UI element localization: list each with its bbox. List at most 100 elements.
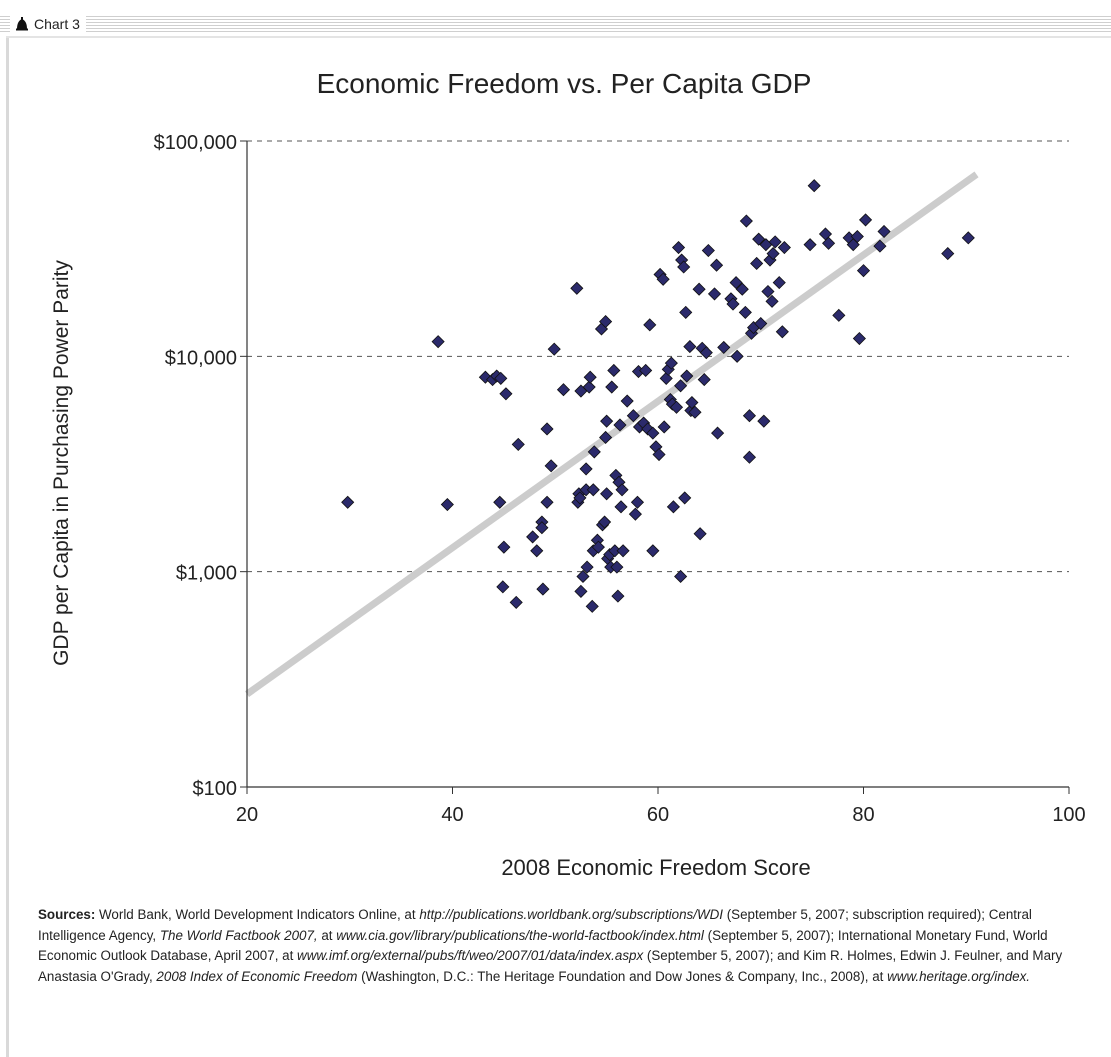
sources-text-3: at bbox=[317, 927, 337, 943]
data-point bbox=[693, 527, 707, 541]
sources-title-2: 2008 Index of Economic Freedom bbox=[156, 968, 358, 984]
data-point bbox=[610, 560, 624, 574]
data-point bbox=[707, 287, 722, 301]
data-point bbox=[626, 409, 640, 423]
data-point bbox=[679, 305, 693, 319]
data-point bbox=[573, 491, 587, 505]
chart-header-bar: Chart 3 bbox=[0, 8, 1111, 38]
frame-left-border bbox=[6, 38, 9, 1057]
data-point bbox=[941, 247, 955, 261]
data-point bbox=[576, 569, 590, 584]
frame-top-border bbox=[6, 36, 1111, 38]
data-point bbox=[530, 544, 544, 558]
scatter-chart: Economic Freedom vs. Per Capita GDP $100… bbox=[50, 68, 1086, 880]
data-point bbox=[580, 560, 594, 574]
data-point bbox=[628, 507, 642, 521]
sources-url-2: www.cia.gov/library/publications/the-wor… bbox=[336, 927, 704, 943]
data-point bbox=[341, 495, 355, 509]
data-point bbox=[669, 400, 684, 414]
data-point bbox=[664, 356, 678, 370]
x-tick-label: 80 bbox=[852, 804, 874, 826]
data-point bbox=[582, 380, 596, 394]
sources-text-4: (September 5, 2007); International Monet… bbox=[38, 927, 1048, 964]
data-point bbox=[496, 580, 510, 594]
data-point bbox=[761, 284, 775, 299]
liberty-bell-icon bbox=[16, 17, 28, 31]
data-point bbox=[742, 450, 757, 464]
x-axis-label: 2008 Economic Freedom Score bbox=[501, 855, 810, 880]
data-point bbox=[493, 495, 507, 509]
data-point bbox=[656, 272, 670, 286]
data-point bbox=[877, 224, 891, 239]
data-points bbox=[341, 179, 975, 613]
data-point bbox=[600, 414, 614, 428]
data-point bbox=[540, 495, 554, 509]
chart-header-tab: Chart 3 bbox=[10, 14, 86, 34]
data-point bbox=[803, 238, 817, 252]
data-point bbox=[730, 349, 744, 363]
data-point bbox=[729, 276, 743, 290]
data-point bbox=[699, 346, 713, 360]
data-point bbox=[613, 418, 627, 432]
data-point bbox=[547, 342, 561, 356]
data-point bbox=[535, 521, 549, 535]
sources-url-4: www.heritage.org/index. bbox=[887, 968, 1031, 984]
data-point bbox=[674, 379, 688, 393]
data-point bbox=[499, 387, 513, 401]
data-point bbox=[620, 394, 634, 408]
data-point bbox=[775, 325, 789, 339]
header-rule bbox=[0, 16, 1111, 32]
data-point bbox=[961, 231, 975, 245]
y-axis-label: GDP per Capita in Purchasing Power Parit… bbox=[50, 260, 73, 666]
data-point bbox=[556, 383, 571, 397]
data-point bbox=[832, 308, 846, 322]
y-tick-label: $10,000 bbox=[165, 347, 237, 369]
sources-text-1: World Bank, World Development Indicators… bbox=[95, 907, 420, 922]
data-point bbox=[710, 258, 724, 272]
data-point bbox=[497, 540, 511, 554]
data-point bbox=[807, 179, 821, 193]
y-tick-label: $1,000 bbox=[176, 563, 237, 585]
data-point bbox=[574, 584, 588, 598]
data-point bbox=[726, 297, 740, 311]
data-point bbox=[738, 305, 752, 319]
data-point bbox=[711, 426, 725, 440]
data-point bbox=[605, 380, 619, 394]
sources-label: Sources: bbox=[38, 907, 96, 922]
data-point bbox=[772, 276, 786, 290]
data-point bbox=[683, 340, 697, 354]
data-point bbox=[677, 260, 691, 274]
data-point bbox=[509, 595, 523, 609]
data-point bbox=[688, 405, 702, 419]
sources-note: Sources: World Bank, World Development I… bbox=[38, 905, 1088, 987]
data-point bbox=[585, 599, 599, 613]
data-point bbox=[697, 373, 711, 387]
y-tick-label: $100 bbox=[193, 778, 238, 800]
data-point bbox=[678, 491, 692, 505]
data-point bbox=[614, 500, 628, 514]
data-point bbox=[570, 281, 584, 295]
data-point bbox=[639, 363, 653, 378]
data-point bbox=[766, 247, 780, 261]
data-point bbox=[692, 282, 706, 296]
sources-text-2: (September 5, 2007; subscription require… bbox=[38, 907, 1032, 943]
data-point bbox=[757, 414, 771, 428]
sources-url-1: http://publications.worldbank.org/subscr… bbox=[419, 907, 723, 922]
data-point bbox=[652, 447, 666, 462]
data-point bbox=[858, 213, 873, 227]
axes bbox=[240, 140, 1070, 794]
data-point bbox=[701, 243, 715, 258]
x-tick-label: 100 bbox=[1052, 804, 1085, 826]
data-point bbox=[666, 500, 680, 514]
chart-header-label: Chart 3 bbox=[34, 16, 80, 32]
chart-title: Economic Freedom vs. Per Capita GDP bbox=[317, 68, 812, 99]
sources-url-3: www.imf.org/external/pubs/ft/weo/2007/01… bbox=[297, 948, 644, 963]
data-point bbox=[735, 282, 749, 296]
data-point bbox=[630, 495, 645, 509]
data-point bbox=[850, 229, 864, 244]
data-point bbox=[579, 462, 593, 476]
trendline-path bbox=[244, 171, 979, 697]
data-point bbox=[674, 569, 688, 584]
data-point bbox=[685, 395, 699, 410]
data-point bbox=[752, 232, 766, 246]
